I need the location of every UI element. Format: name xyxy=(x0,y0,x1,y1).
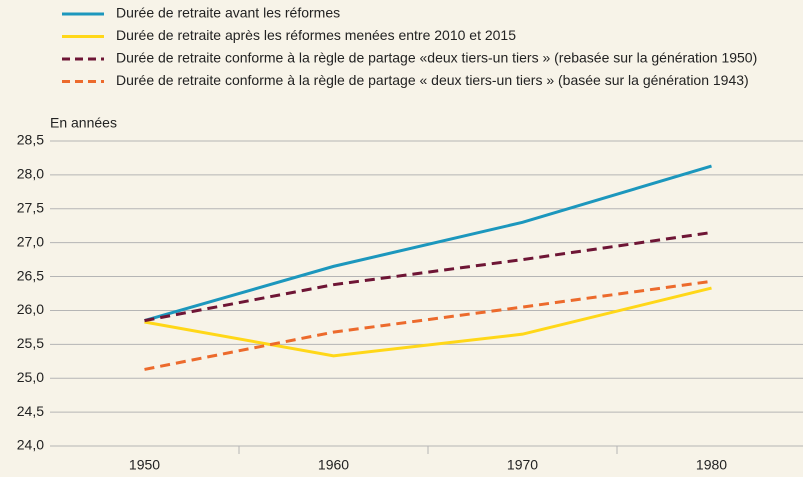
legend-label: Durée de retraite avant les réformes xyxy=(116,5,340,21)
y-axis-label: En années xyxy=(50,115,117,131)
x-tick-label: 1960 xyxy=(318,457,349,473)
x-tick-label: 1980 xyxy=(696,457,727,473)
legend-label: Durée de retraite après les réformes men… xyxy=(116,27,516,43)
y-tick-label: 27,5 xyxy=(17,199,44,215)
y-tick-label: 25,5 xyxy=(17,335,44,351)
y-tick-label: 27,0 xyxy=(17,233,44,249)
series-line xyxy=(144,231,712,323)
legend-label: Durée de retraite conforme à la règle de… xyxy=(116,50,757,66)
y-tick-label: 24,0 xyxy=(17,437,44,453)
y-tick-label: 25,0 xyxy=(17,369,44,385)
x-tick-label: 1970 xyxy=(507,457,538,473)
y-tick-label: 26,5 xyxy=(17,267,44,283)
y-tick-label: 28,0 xyxy=(17,166,44,182)
x-tick-label: 1950 xyxy=(129,457,160,473)
y-tick-label: 24,5 xyxy=(17,403,44,419)
series-line xyxy=(144,164,712,323)
y-tick-label: 28,5 xyxy=(17,132,44,148)
y-tick-label: 26,0 xyxy=(17,301,44,317)
series-line xyxy=(144,279,712,371)
legend-label: Durée de retraite conforme à la règle de… xyxy=(116,72,749,88)
series-line xyxy=(144,286,712,358)
